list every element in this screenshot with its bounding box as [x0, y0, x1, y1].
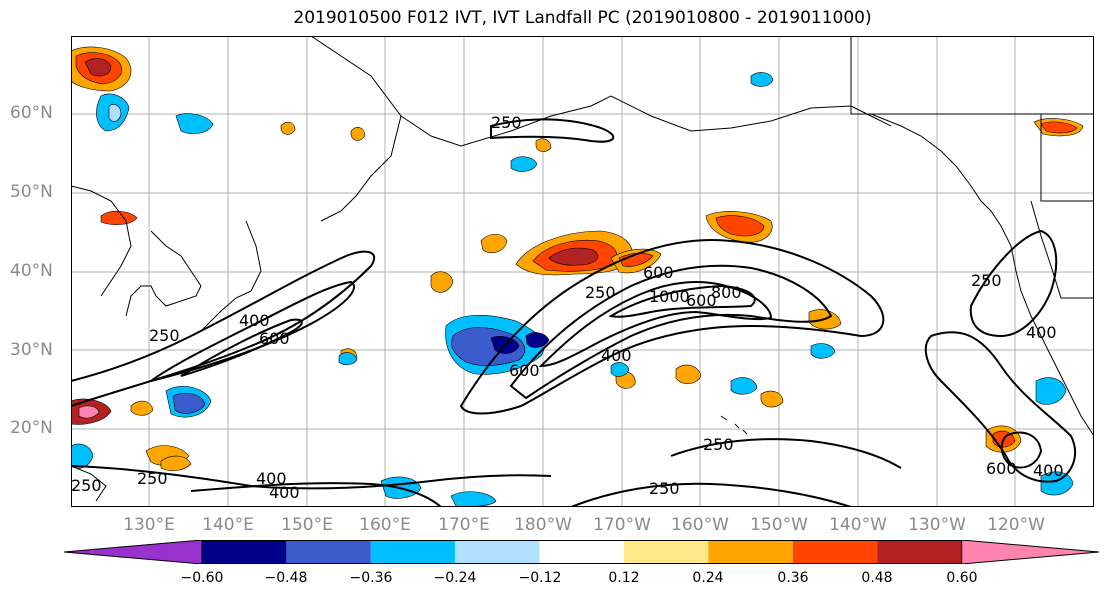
- lon-label-160e: 160°E: [359, 515, 411, 535]
- colorbar-bin: [202, 540, 287, 564]
- map-canvas: 250 400 600 250 400 600 250 600 800 1000…: [71, 36, 1094, 507]
- contour-label: 250: [971, 271, 1002, 290]
- lat-label-30n: 30°N: [10, 340, 53, 360]
- pc-shading: [71, 46, 1084, 471]
- colorbar-bin: [877, 540, 962, 564]
- lat-label-60n: 60°N: [10, 103, 53, 123]
- pc-shading-negative: [71, 72, 1074, 507]
- colorbar-bin: [792, 540, 878, 564]
- colorbar-bin: [370, 540, 456, 564]
- contour-label: 600: [643, 263, 674, 282]
- colorbar-tick-label: 0.24: [692, 570, 724, 586]
- lon-label-150e: 150°E: [281, 515, 333, 535]
- colorbar-bin: [539, 540, 624, 564]
- lat-label-40n: 40°N: [10, 261, 53, 281]
- contour-label: 400: [601, 346, 632, 365]
- lon-label-170w: 170°W: [593, 515, 651, 535]
- lon-label-130w: 130°W: [908, 515, 966, 535]
- contour-label: 400: [1033, 461, 1064, 480]
- contour-label: 400: [256, 469, 287, 488]
- graticule: [71, 36, 1094, 507]
- contour-label: 1000: [649, 287, 690, 306]
- contour-label: 400: [269, 483, 300, 502]
- colorbar-tick-label: 0.60: [946, 570, 978, 586]
- contour-label: 250: [585, 283, 616, 302]
- colorbar-bin: [624, 540, 709, 564]
- lon-label-170e: 170°E: [438, 515, 490, 535]
- colorbar-bin: [455, 540, 540, 564]
- contour-label: 600: [259, 329, 290, 348]
- colorbar-extend-high: [961, 540, 1099, 564]
- lon-label-130e: 130°E: [123, 515, 175, 535]
- colorbar-tick-label: 0.36: [777, 570, 809, 586]
- lat-label-20n: 20°N: [10, 418, 53, 438]
- contour-label: 400: [1026, 323, 1057, 342]
- lon-label-120w: 120°W: [987, 515, 1045, 535]
- figure-title: 2019010500 F012 IVT, IVT Landfall PC (20…: [293, 8, 872, 28]
- contour-label: 600: [686, 291, 717, 310]
- lon-label-180w: 180°W: [514, 515, 572, 535]
- contour-label: 250: [137, 469, 168, 488]
- colorbar-tick-label: −0.36: [349, 570, 393, 586]
- colorbar-bin: [286, 540, 371, 564]
- colorbar-tick-label: −0.48: [264, 570, 308, 586]
- lon-label-140e: 140°E: [202, 515, 254, 535]
- contour-label: 250: [491, 113, 522, 132]
- colorbar-tick-label: −0.12: [518, 570, 562, 586]
- colorbar-tick-label: −0.60: [180, 570, 224, 586]
- contour-label: 250: [703, 435, 734, 454]
- contour-label: 600: [986, 459, 1017, 478]
- lon-label-140w: 140°W: [829, 515, 887, 535]
- contour-label: 250: [649, 479, 680, 498]
- colorbar-tick-label: 0.12: [608, 570, 640, 586]
- map-panel: 250 400 600 250 400 600 250 600 800 1000…: [71, 36, 1094, 507]
- contour-label-group: 250 400 600 250 400 600 250 600 800 1000…: [71, 113, 1064, 502]
- contour-label: 400: [239, 311, 270, 330]
- coastlines: [71, 36, 1094, 502]
- colorbar-outline: [201, 540, 963, 564]
- colorbar-tick-label: 0.48: [861, 570, 893, 586]
- colorbar: [64, 540, 1099, 564]
- ivt-contours: [71, 118, 1076, 507]
- contour-label: 800: [711, 283, 742, 302]
- contour-label: 250: [149, 326, 180, 345]
- contour-label: 250: [71, 476, 102, 495]
- colorbar-bin: [708, 540, 793, 564]
- contour-label: 600: [509, 361, 540, 380]
- colorbar-extend-low: [64, 540, 203, 564]
- lon-label-150w: 150°W: [750, 515, 808, 535]
- lat-label-50n: 50°N: [10, 182, 53, 202]
- colorbar-tick-label: −0.24: [433, 570, 477, 586]
- lon-label-160w: 160°W: [671, 515, 729, 535]
